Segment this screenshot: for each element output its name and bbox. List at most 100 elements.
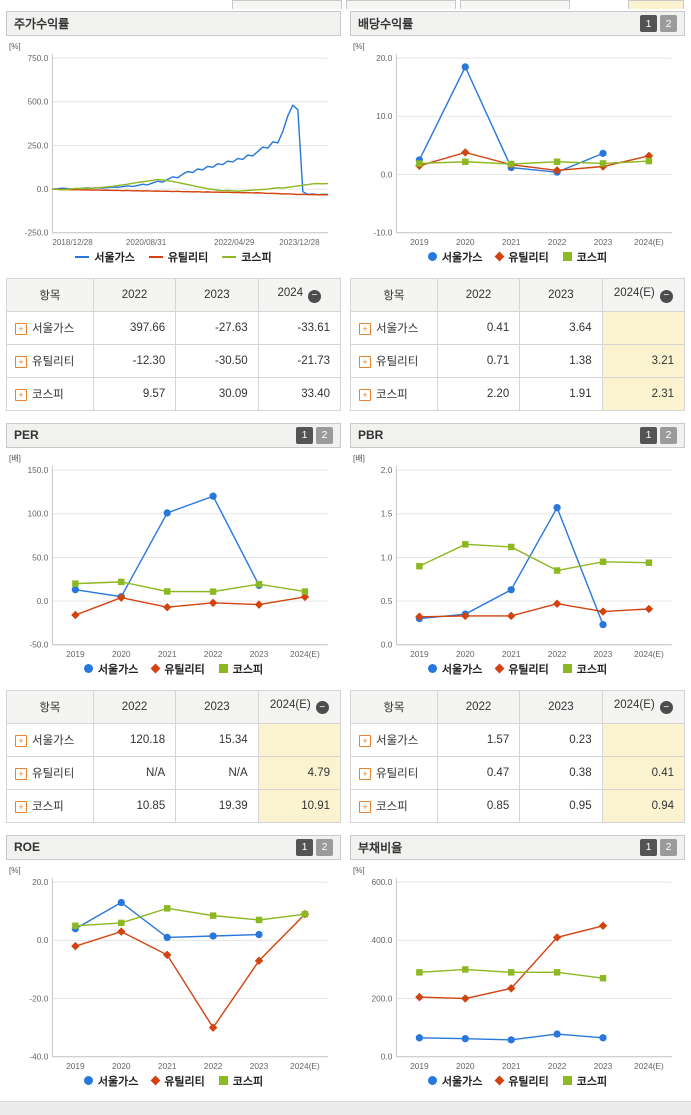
panel-title: ROE [14, 840, 41, 855]
svg-text:0.0: 0.0 [381, 639, 393, 649]
legend-item: 유틸리티 [494, 249, 549, 265]
cell-value: N/A [92, 755, 177, 790]
column-header: 2022 [436, 277, 521, 312]
page-2-button[interactable]: 2 [316, 838, 333, 856]
column-header: 2024− [257, 277, 342, 312]
column-header: 2023 [519, 689, 603, 724]
expand-icon[interactable]: + [359, 801, 371, 814]
toolbar-button-partial[interactable] [628, 0, 684, 9]
chart-canvas: [%] 20.0 10.0 0.0 -10.0 2019 2020 2021 2022 2023 2… [353, 42, 672, 247]
svg-text:2022: 2022 [548, 649, 567, 659]
page-1-button[interactable]: 1 [296, 838, 313, 856]
expand-icon[interactable]: + [15, 801, 27, 814]
svg-text:0.0: 0.0 [381, 169, 393, 179]
legend-item: 서울가스 [427, 1073, 482, 1089]
svg-text:750.0: 750.0 [27, 53, 48, 63]
legend-square-icon [218, 664, 228, 674]
expand-icon[interactable]: + [15, 323, 27, 336]
legend-item: 서울가스 [75, 249, 135, 265]
expand-icon[interactable]: + [359, 323, 371, 336]
svg-text:2023: 2023 [594, 649, 613, 659]
legend-label: 코스피 [232, 1075, 264, 1088]
expand-icon[interactable]: + [15, 389, 27, 402]
legend-label: 코스피 [241, 251, 272, 264]
column-header: 항목 [350, 689, 438, 724]
toolbar-button-partial[interactable] [460, 0, 570, 9]
table-row: + 코스피 2.20 1.91 2.31 [350, 376, 686, 411]
legend-diamond-icon [150, 1075, 161, 1086]
table-row: + 서울가스 120.18 15.34 [6, 722, 342, 757]
legend-circle-icon [427, 664, 437, 674]
chart-legend: 서울가스 유틸리티 코스피 [350, 660, 685, 678]
expand-icon[interactable]: + [359, 389, 371, 402]
panel-title: PER [14, 428, 39, 443]
collapse-icon[interactable]: − [315, 701, 329, 715]
expand-icon[interactable]: + [15, 356, 27, 369]
svg-text:[%]: [%] [353, 866, 365, 875]
expand-icon[interactable]: + [359, 735, 371, 748]
page-1-button[interactable]: 1 [296, 426, 313, 444]
collapse-icon[interactable]: − [659, 701, 673, 715]
legend-label: 서울가스 [94, 251, 135, 264]
row-label: + 유틸리티 [6, 343, 94, 378]
panel-header: ROE 1 2 [6, 834, 341, 860]
column-header: 2023 [175, 689, 259, 724]
panel-header: 주가수익률 [6, 11, 341, 36]
page-1-button[interactable]: 1 [640, 838, 657, 856]
svg-text:2020: 2020 [456, 649, 475, 659]
row-label: + 서울가스 [6, 722, 94, 757]
cell-value: 0.41 [601, 755, 686, 790]
legend-label: 유틸리티 [164, 663, 205, 676]
cell-value: 0.95 [519, 788, 603, 823]
svg-text:[%]: [%] [9, 42, 21, 51]
panel-pbr: PBR 1 2 [배] 2.0 1.5 1.0 0.5 0.0 2019 2020 2021 20… [350, 422, 685, 678]
row-label: + 코스피 [6, 788, 94, 823]
svg-text:2019: 2019 [410, 649, 429, 659]
page-1-button[interactable]: 1 [640, 426, 657, 444]
column-header: 2024(E) − [601, 689, 686, 724]
page-2-button[interactable]: 2 [316, 426, 333, 444]
legend-diamond-icon [494, 251, 505, 262]
page-2-button[interactable]: 2 [660, 426, 677, 444]
svg-text:2024(E): 2024(E) [634, 237, 664, 247]
collapse-icon[interactable]: − [659, 289, 673, 303]
column-header: 항목 [350, 277, 438, 312]
svg-text:[%]: [%] [9, 866, 21, 875]
table-row: + 코스피 0.85 0.95 0.94 [350, 788, 686, 823]
expand-icon[interactable]: + [359, 768, 371, 781]
svg-text:50.0: 50.0 [32, 552, 49, 562]
svg-text:2019: 2019 [66, 649, 85, 659]
svg-text:0.5: 0.5 [381, 596, 393, 606]
table-row: + 유틸리티 0.71 1.38 3.21 [350, 343, 686, 378]
collapse-icon[interactable]: − [308, 289, 322, 303]
table-row: + 유틸리티 0.47 0.38 0.41 [350, 755, 686, 790]
cell-value: 4.79 [257, 755, 342, 790]
cell-value [257, 722, 342, 757]
expand-icon[interactable]: + [15, 768, 27, 781]
column-header: 2022 [92, 689, 177, 724]
table-price-return: 항목 2022 2023 2024− + 서울가스 397.66 -27.63 -33.61 + 유… [6, 277, 342, 411]
page-2-button[interactable]: 2 [660, 838, 677, 856]
expand-icon[interactable]: + [15, 735, 27, 748]
legend-diamond-icon [494, 1075, 505, 1086]
chart-canvas: [%] 20.0 0.0 -20.0 -40.0 2019 2020 2021 2022 2023… [9, 866, 328, 1071]
pagination: 1 2 [640, 838, 677, 856]
cell-value: 3.64 [519, 310, 603, 345]
legend-item: 코스피 [562, 249, 607, 265]
row-label: + 코스피 [350, 376, 438, 411]
legend-square-icon [218, 1076, 228, 1086]
svg-text:2020: 2020 [456, 237, 475, 247]
toolbar-button-partial[interactable] [346, 0, 456, 9]
svg-text:2020/08/31: 2020/08/31 [126, 238, 167, 247]
svg-text:[배]: [배] [9, 454, 21, 463]
legend-circle-icon [427, 1076, 437, 1086]
legend-item: 코스피 [218, 1073, 264, 1089]
page-1-button[interactable]: 1 [640, 15, 657, 32]
panel-roe: ROE 1 2 [%] 20.0 0.0 -20.0 -40.0 2019 2020 2021… [6, 834, 341, 1090]
expand-icon[interactable]: + [359, 356, 371, 369]
cell-value: 0.47 [436, 755, 521, 790]
toolbar-button-partial[interactable] [232, 0, 342, 9]
legend-label: 서울가스 [441, 251, 483, 264]
page-2-button[interactable]: 2 [660, 15, 677, 32]
legend-circle-icon [83, 1076, 93, 1086]
